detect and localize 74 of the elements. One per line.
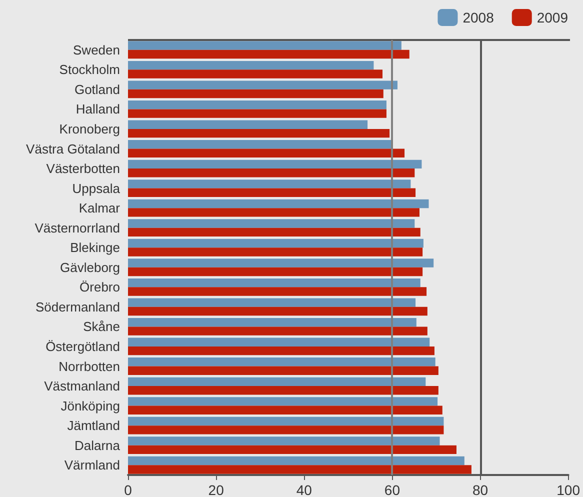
bar: [128, 278, 420, 288]
bar: [128, 248, 423, 256]
bar: [128, 456, 464, 466]
bar: [128, 416, 444, 426]
y-tick-label: Västmanland: [44, 378, 120, 394]
x-tick-label: 0: [124, 482, 132, 497]
bar: [128, 338, 430, 346]
bar: [128, 366, 438, 375]
legend-label: 2008: [462, 10, 494, 26]
y-tick-label: Jämtland: [67, 418, 120, 434]
bar: [128, 287, 427, 296]
bar: [128, 50, 410, 59]
bar: [128, 358, 436, 366]
bar: [128, 436, 440, 446]
y-tick-label: Norrbotten: [58, 358, 120, 374]
y-tick-label: Gävleborg: [60, 260, 120, 275]
bar: [128, 109, 386, 118]
y-tick-label: Skåne: [83, 319, 120, 334]
bar: [128, 445, 456, 454]
y-tick-label: Dalarna: [74, 438, 121, 453]
x-tick-label: 60: [384, 482, 400, 497]
bar: [128, 386, 438, 395]
bar: [128, 406, 442, 414]
bar: [128, 426, 444, 434]
bar: [128, 41, 402, 50]
y-tick-label: Södermanland: [35, 299, 120, 314]
bar: [128, 377, 426, 386]
y-tick-label: Gotland: [74, 82, 120, 97]
bar: [128, 238, 424, 248]
y-tick-label: Stockholm: [59, 62, 120, 78]
y-tick-label: Jönköping: [60, 398, 120, 414]
bar: [128, 326, 428, 336]
bar: [128, 219, 415, 228]
bar: [128, 258, 434, 268]
y-tick-label: Västra Götaland: [26, 141, 120, 156]
bar: [128, 70, 383, 78]
y-tick-label: Kronoberg: [59, 121, 120, 136]
bar: [128, 180, 411, 188]
bar: [128, 267, 423, 276]
bar: [128, 128, 390, 138]
x-tick-label: 100: [556, 482, 580, 497]
bar: [128, 298, 416, 307]
x-tick-label: 20: [208, 482, 224, 497]
bar: [128, 80, 398, 90]
bar: [128, 100, 386, 110]
y-tick-label: Halland: [76, 102, 120, 117]
bar: [128, 208, 420, 217]
bar: [128, 89, 384, 98]
bar: [128, 306, 428, 316]
y-tick-label: Sweden: [73, 42, 120, 58]
y-tick-label: Värmland: [64, 458, 120, 473]
bar: [128, 199, 429, 208]
y-tick-label: Uppsala: [72, 180, 121, 196]
bar: [128, 397, 438, 406]
bar: [128, 168, 415, 178]
y-tick-label: Kalmar: [78, 200, 121, 216]
bar: [128, 60, 374, 70]
bar: [128, 228, 420, 237]
bar: [128, 148, 405, 158]
bar: [128, 318, 416, 327]
y-tick-label: Västerbotten: [46, 161, 120, 176]
bar: [128, 465, 472, 474]
y-tick-label: Örebro: [80, 280, 120, 295]
y-tick-label: Blekinge: [70, 240, 120, 256]
bar: [128, 188, 416, 197]
y-tick-label: Östergötland: [46, 338, 120, 354]
legend-label: 2009: [536, 10, 568, 26]
bar: [128, 140, 392, 149]
y-tick-label: Västernorrland: [34, 220, 120, 236]
x-tick-label: 40: [296, 482, 312, 497]
bar: [128, 346, 434, 356]
bar: [128, 160, 422, 169]
x-tick-label: 80: [472, 482, 488, 497]
bar: [128, 120, 368, 129]
